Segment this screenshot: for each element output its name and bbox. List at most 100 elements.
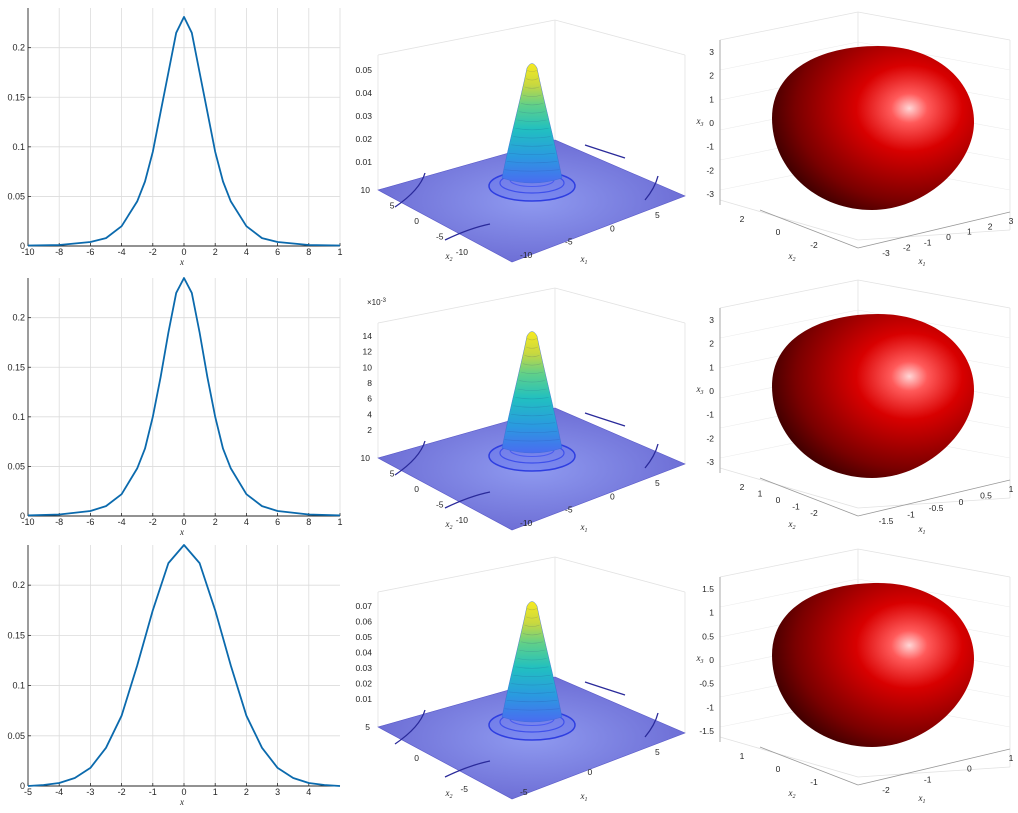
y-tick-label: 0.15	[7, 362, 25, 372]
z-tick-label: 0.05	[355, 632, 372, 642]
surface-panel-1: 0.01 0.02 0.03 0.04 0.05 10 5 0 -5 -10 -10 -5 0 5 x2 x1	[355, 19, 686, 266]
grid-line	[719, 41, 859, 71]
x-axis-label: x1	[918, 256, 926, 268]
y-tick-label: 0.2	[12, 43, 25, 53]
z-tick-label: 3	[709, 47, 714, 57]
peak-band	[524, 86, 540, 89]
density-floor	[377, 407, 686, 531]
peak-band	[521, 103, 543, 106]
z-tick-label: 0.5	[702, 631, 714, 641]
x-tick-label: 4	[244, 247, 249, 257]
y-tick-label: 0.05	[7, 191, 25, 201]
peak-band	[513, 674, 551, 678]
x-axis-label: x1	[580, 254, 588, 266]
y-tick-label: 0	[20, 511, 25, 521]
density-peak	[501, 63, 563, 184]
density-curve	[27, 544, 341, 787]
x-tick-label: 1	[1009, 753, 1014, 763]
z-axis-label: x3	[696, 116, 704, 128]
z-tick-label: 0.04	[355, 88, 372, 98]
x-tick-label: -4	[118, 517, 126, 527]
box-edge	[719, 467, 859, 509]
x-tick-label: -2	[882, 785, 890, 795]
y-tick-label: 0.2	[12, 313, 25, 323]
y-tick-label: 0.05	[7, 461, 25, 471]
density-curve	[27, 277, 341, 517]
x-tick-label: 6	[275, 517, 280, 527]
box-edge	[719, 736, 859, 778]
peak-band	[517, 119, 547, 122]
z-tick-label: -1.5	[699, 726, 714, 736]
x-tick-label: -8	[55, 517, 63, 527]
y-tick-label: 5	[390, 201, 395, 211]
peak-band	[519, 111, 545, 114]
z-tick-label: 0.05	[355, 65, 372, 75]
x-axis-label: x1	[580, 791, 588, 803]
peak-band	[504, 708, 560, 711]
z-tick-label: 1	[709, 608, 714, 618]
x-tick-label: -5	[565, 505, 573, 515]
peak-band	[504, 439, 560, 442]
y-tick-label: 0	[414, 216, 419, 226]
x-axis	[857, 211, 1011, 249]
z-tick-label: -1	[706, 410, 714, 420]
z-axis-label: x3	[696, 384, 704, 396]
z-tick-label: 1	[709, 94, 714, 104]
z-tick-label: 0.04	[355, 648, 372, 658]
y-axis	[759, 746, 859, 786]
x-tick-label: 1	[337, 517, 342, 527]
peak-band	[515, 666, 549, 669]
peak-band	[506, 161, 558, 164]
contour-line	[394, 709, 426, 745]
z-tick-label: 0.01	[355, 694, 372, 704]
x-axis	[857, 748, 1011, 786]
contour-line	[444, 760, 491, 778]
z-tick-label: 8	[367, 378, 372, 388]
z-tick-label: 10	[363, 362, 373, 372]
z-tick-label: 0	[709, 386, 714, 396]
x-tick-label: 2	[213, 247, 218, 257]
peak-band	[513, 405, 551, 408]
y-tick-label: 0.1	[12, 142, 25, 152]
peak-band	[511, 683, 553, 686]
x-tick-label: -10	[520, 518, 533, 528]
x-axis-label: x1	[918, 793, 926, 805]
peak-band	[525, 346, 539, 349]
contour-line	[444, 491, 491, 509]
y-tick-label: -5	[436, 500, 444, 510]
box-edge	[377, 19, 556, 56]
y-tick-label: 0.1	[12, 412, 25, 422]
z-tick-label: 0.03	[355, 663, 372, 673]
x-tick-label: 4	[306, 787, 311, 797]
x-tick-label: 2	[213, 517, 218, 527]
peak-band	[527, 608, 537, 611]
peak-band	[517, 388, 547, 391]
z-tick-label: 0.03	[355, 111, 372, 121]
peak-band	[511, 144, 553, 147]
x-tick-label: 0	[181, 787, 186, 797]
y-tick-label: 0.2	[12, 580, 25, 590]
contour-line	[394, 440, 426, 476]
x-tick-label: -5	[565, 237, 573, 247]
z-tick-label: 0.01	[355, 157, 372, 167]
y-axis-label: x2	[445, 519, 453, 531]
x-tick-label: -10	[21, 517, 34, 527]
x-axis-label: x	[179, 527, 184, 537]
grid-line	[719, 578, 859, 608]
x-tick-label: 0	[181, 517, 186, 527]
contour-line	[644, 443, 659, 469]
peak-band	[515, 397, 549, 400]
z-tick-label: 14	[363, 331, 373, 341]
x-tick-label: 2	[244, 787, 249, 797]
y-tick-label: -2	[810, 240, 818, 250]
x-tick-label: 4	[244, 517, 249, 527]
contour-line	[394, 172, 426, 208]
contour-line	[644, 712, 659, 738]
peak-band	[513, 136, 551, 139]
y-tick-label: 0.1	[12, 681, 25, 691]
y-axis-label: x2	[788, 519, 796, 531]
z-tick-label: 0.07	[355, 601, 372, 611]
peak-band	[522, 633, 542, 636]
peak-band	[521, 371, 543, 374]
